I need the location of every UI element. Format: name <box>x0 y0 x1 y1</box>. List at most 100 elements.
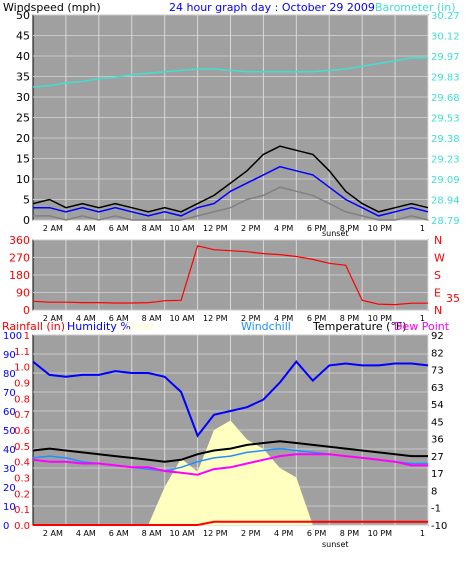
wind-panel-x-tick-label: 10 AM <box>169 224 194 233</box>
humidity-axis-label: Humidity % <box>67 320 131 333</box>
direction-panel-x-tick-label: 4 PM <box>274 314 293 323</box>
windspeed-gust-line <box>32 145 429 213</box>
rainfall-tick-label: 0.9 <box>14 379 30 390</box>
temperature-tick-label: -1 <box>431 504 441 515</box>
temp-panel-x-tick-label: 10 AM <box>169 529 194 538</box>
wind-panel-left-tick-label: 30 <box>16 91 30 104</box>
direction-panel-left-tick-label: 90 <box>16 287 30 300</box>
windspeed-avg-line <box>33 165 429 217</box>
temperature-tick-label: 27 <box>431 452 444 463</box>
temperature-tick-label: 63 <box>431 383 444 394</box>
rainfall-tick-label: 0.3 <box>14 474 30 485</box>
temperature-tick-label: 8 <box>431 486 437 497</box>
barometer-line <box>32 57 428 88</box>
direction-panel-left-tick-label: 360 <box>9 234 30 247</box>
rainfall-tick-label: 1.0 <box>14 363 30 374</box>
direction-panel-left-tick-label: 270 <box>9 252 30 265</box>
direction-panel-x-tick-label: 10 PM <box>368 314 393 323</box>
rainfall-tick-label: 0.7 <box>14 410 30 421</box>
rainfall-tick-label: 0.1 <box>14 505 30 516</box>
wind-panel-left-tick-label: 5 <box>23 194 30 207</box>
direction-panel-x-tick-label: 8 AM <box>142 314 162 323</box>
wind-panel-right-tick-label: 29.68 <box>431 93 460 104</box>
rainfall-tick-label: 0.6 <box>14 426 30 437</box>
wind-direction-line <box>32 245 428 306</box>
temp-panel-x-tick-label: 10 PM <box>368 529 393 538</box>
rainfall-axis-label: Rainfall (in) <box>2 320 65 333</box>
windspeed-low-line <box>33 186 429 221</box>
wind-panel-x-tick-label: 4 AM <box>76 224 96 233</box>
humidity-tick-label: 30 <box>3 464 16 475</box>
humidity-line <box>32 360 429 438</box>
temp-panel-x-tick-label: 4 AM <box>76 529 96 538</box>
wind-panel-right-tick-label: 29.83 <box>431 73 460 84</box>
temperature-axis-label: Temperature (°F) <box>312 320 407 333</box>
humidity-tick-label: 0 <box>3 521 9 532</box>
direction-panel-x-tick-label: 1 <box>420 314 425 323</box>
direction-panel-x-tick-label: 2 AM <box>43 314 63 323</box>
wind-panel-left-tick-label: 50 <box>16 9 30 22</box>
chart-marks: 0510152025303540455028.7928.9429.0929.23… <box>3 9 460 538</box>
compass-label: W <box>434 252 445 265</box>
direction-panel-x-tick-label: 10 AM <box>169 314 194 323</box>
wind-panel-right-tick-label: 30.27 <box>431 11 460 22</box>
humidity-tick-label: 20 <box>3 483 16 494</box>
humidity-tick-label: 50 <box>3 426 16 437</box>
temperature-tick-label: 36 <box>431 435 444 446</box>
wind-panel-right-tick-label: 29.38 <box>431 134 460 145</box>
wind-panel-right-tick-label: 29.53 <box>431 114 460 125</box>
windchill-legend-label: Windchill <box>241 320 291 333</box>
temp-panel-x-tick-label: 6 PM <box>307 529 326 538</box>
dew-point-legend-label: Dew Point <box>394 320 450 333</box>
sunset-marker-label: sunset <box>322 540 349 549</box>
temperature-tick-label: 17 <box>431 469 444 480</box>
rainfall-line <box>33 520 428 526</box>
temperature-line <box>32 440 428 463</box>
temp-panel-x-tick-label: 6 AM <box>109 529 129 538</box>
compass-label: N <box>434 304 442 317</box>
temp-panel-x-tick-label: 12 PM <box>203 529 228 538</box>
wind-panel-left-tick-label: 15 <box>16 153 30 166</box>
temperature-tick-label: 45 <box>431 417 444 428</box>
temp-panel-x-tick-label: 2 PM <box>241 529 260 538</box>
wind-panel-right-tick-label: 28.79 <box>431 216 460 227</box>
temperature-tick-label: 92 <box>431 331 444 342</box>
rainfall-tick-label: 0.2 <box>14 489 30 500</box>
wind-panel-left-tick-label: 10 <box>16 173 30 186</box>
humidity-tick-label: 70 <box>3 388 16 399</box>
wind-panel-right-tick-label: 29.23 <box>431 155 460 166</box>
rainfall-tick-label: 1 <box>24 331 30 342</box>
humidity-tick-label: 80 <box>3 369 16 380</box>
rainfall-tick-label: 1.1 <box>14 347 30 358</box>
temperature-tick-label: 73 <box>431 366 444 377</box>
wind-panel-x-tick-label: 8 AM <box>142 224 162 233</box>
sunset-marker-label: sunset <box>322 229 349 238</box>
wind-panel-x-tick-label: 1 <box>420 224 425 233</box>
direction-panel-x-tick-label: 8 PM <box>340 314 359 323</box>
wind-barometer-panel: Windspeed (mph) 24 hour graph day : Octo… <box>3 1 456 238</box>
wind-panel-x-tick-label: 2 PM <box>241 224 260 233</box>
windspeed-axis-label: Windspeed (mph) <box>3 1 101 14</box>
wind-panel-x-tick-label: 2 AM <box>43 224 63 233</box>
humidity-tick-label: 60 <box>3 407 16 418</box>
humidity-tick-label: 40 <box>3 445 16 456</box>
wind-panel-left-tick-label: 20 <box>16 132 30 145</box>
solar-legend-label: Solar <box>126 320 155 333</box>
direction-panel-left-tick-label: 0 <box>23 304 30 317</box>
wind-panel-left-tick-label: 40 <box>16 50 30 63</box>
rainfall-tick-label: 0.0 <box>14 521 30 532</box>
wind-panel-x-tick-label: 6 PM <box>307 224 326 233</box>
temp-panel-x-tick-label: 8 PM <box>340 529 359 538</box>
wind-panel-left-tick-label: 45 <box>16 30 30 43</box>
humidity-tick-label: 90 <box>3 350 16 361</box>
wind-panel-x-tick-label: 4 PM <box>274 224 293 233</box>
temperature-tick-label: 54 <box>431 400 444 411</box>
temp-panel-x-tick-label: 2 AM <box>43 529 63 538</box>
wind-panel-left-tick-label: 35 <box>16 71 30 84</box>
wind-panel-right-tick-label: 29.09 <box>431 175 460 186</box>
direction-panel-left-tick-label: 180 <box>9 269 30 282</box>
humidity-tick-label: 100 <box>3 331 22 342</box>
compass-label: N <box>434 234 442 247</box>
wind-panel-x-tick-label: 8 PM <box>340 224 359 233</box>
